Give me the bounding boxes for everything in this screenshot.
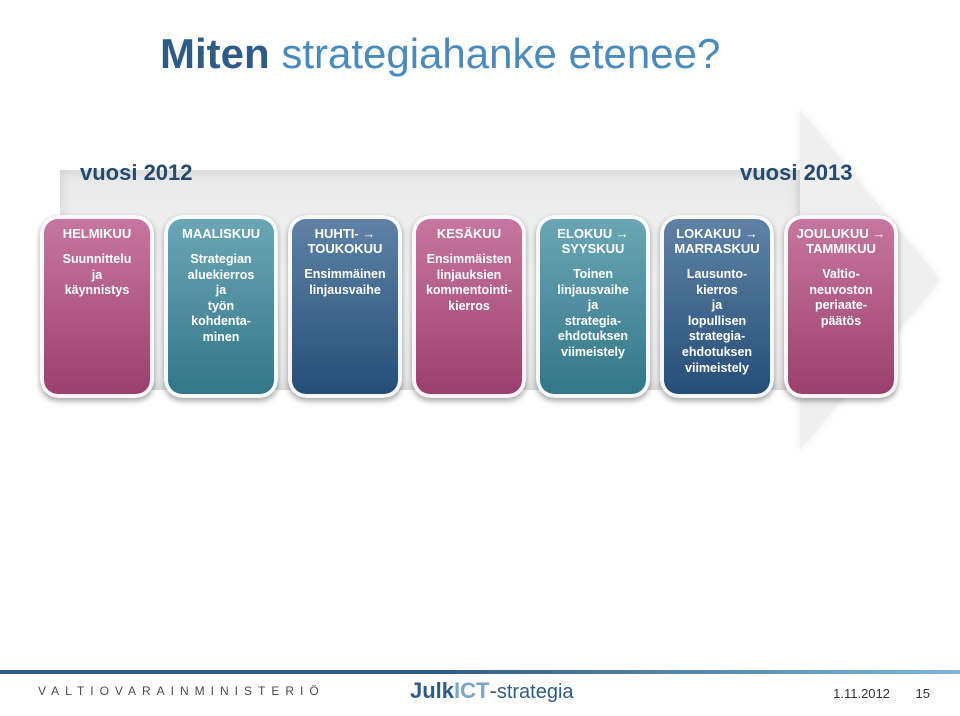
phase-text: Valtio- neuvoston periaate- päätös [792,267,890,330]
phase-header: KESÄKUU [420,227,518,242]
phase-text: Ensimmäinen linjausvaihe [296,267,394,298]
title-word2: strategiahanke etenee? [281,30,720,77]
phase-lokakuu-marraskuu: LOKAKUU → MARRASKUU Lausunto- kierros ja… [660,215,774,398]
slide-footer: VALTIOVARAINMINISTERIÖ JulkICT-strategia… [0,670,960,716]
phase-header: HELMIKUU [48,227,146,242]
logo-julk: Julk [410,678,454,703]
year-left-label: vuosi 2012 [80,160,193,186]
timeline-columns: HELMIKUU Suunnittelu ja käynnistys MAALI… [40,215,940,398]
phase-header: JOULUKUU → TAMMIKUU [792,227,890,257]
phase-text: Ensimmäisten linjauksien kommentointi- k… [420,252,518,315]
year-right-label: vuosi 2013 [740,160,853,186]
footer-date: 1.11.2012 [833,686,890,701]
phase-text: Lausunto- kierros ja lopullisen strategi… [668,267,766,376]
phase-kesakuu: KESÄKUU Ensimmäisten linjauksien komment… [412,215,526,398]
phase-header: HUHTI- → TOUKOKUU [296,227,394,257]
phase-text: Toinen linjausvaihe ja strategia- ehdotu… [544,267,642,361]
footer-page: 15 [916,686,930,701]
logo-strategia: strategia [497,681,574,703]
phase-joulukuu-tammikuu: JOULUKUU → TAMMIKUU Valtio- neuvoston pe… [784,215,898,398]
phase-header: MAALISKUU [172,227,270,242]
slide: { "title": { "word1": "Miten", "word2": … [0,0,960,716]
phase-maaliskuu: MAALISKUU Strategian aluekierros ja työn… [164,215,278,398]
logo-dash: - [489,678,496,703]
julkict-logo: JulkICT-strategia [410,678,574,704]
phase-huhti-toukokuu: HUHTI- → TOUKOKUU Ensimmäinen linjausvai… [288,215,402,398]
phase-helmikuu: HELMIKUU Suunnittelu ja käynnistys [40,215,154,398]
logo-ict: ICT [454,678,489,703]
phase-text: Suunnittelu ja käynnistys [48,252,146,299]
phase-text: Strategian aluekierros ja työn kohdenta-… [172,252,270,346]
phase-header: LOKAKUU → MARRASKUU [668,227,766,257]
phase-elokuu-syyskuu: ELOKUU → SYYSKUU Toinen linjausvaihe ja … [536,215,650,398]
ministry-label: VALTIOVARAINMINISTERIÖ [38,684,325,698]
slide-title: Miten strategiahanke etenee? [160,30,720,78]
phase-header: ELOKUU → SYYSKUU [544,227,642,257]
title-word1: Miten [160,30,270,77]
footer-bar [0,670,960,674]
